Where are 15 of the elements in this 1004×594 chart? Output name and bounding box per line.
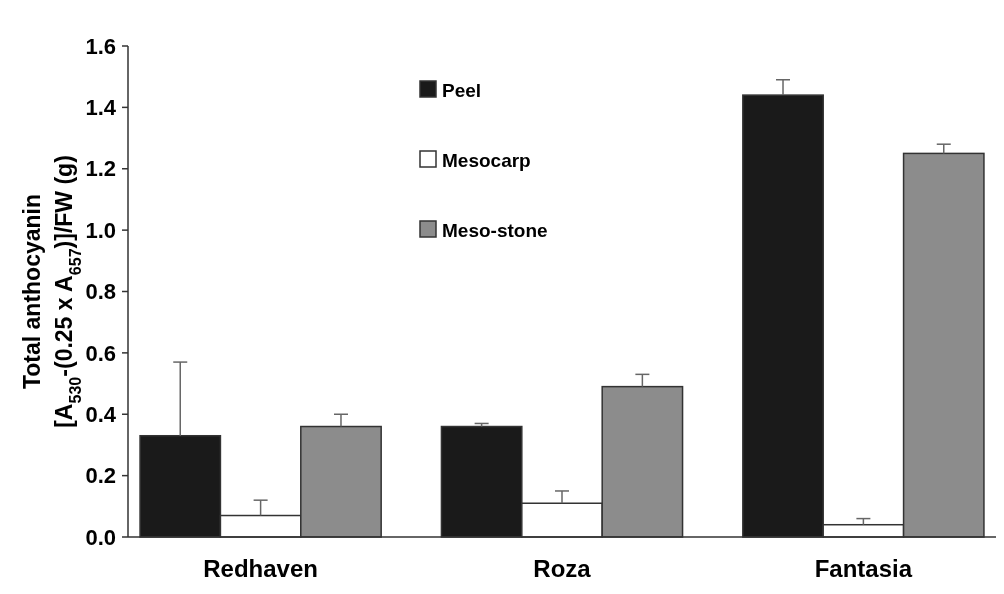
y-tick-label: 0.0 — [85, 524, 116, 550]
x-tick-label: Fantasia — [814, 555, 913, 582]
x-tick-label: Redhaven — [203, 555, 318, 582]
legend-label: Mesocarp — [442, 149, 531, 171]
y-tick-label: 0.4 — [85, 401, 117, 427]
legend-label: Meso-stone — [442, 219, 548, 241]
y-tick-label: 1.4 — [85, 95, 117, 121]
legend-label: Peel — [442, 79, 482, 101]
y-tick-label: 1.6 — [85, 33, 116, 59]
y-tick-label: 0.8 — [85, 279, 116, 305]
y-tick-label: 0.6 — [85, 340, 116, 366]
y-tick-label: 0.2 — [85, 463, 116, 489]
y-tick-label: 1.2 — [85, 156, 116, 182]
y-tick-label: 1.0 — [85, 217, 116, 243]
x-tick-label: Roza — [533, 555, 592, 582]
